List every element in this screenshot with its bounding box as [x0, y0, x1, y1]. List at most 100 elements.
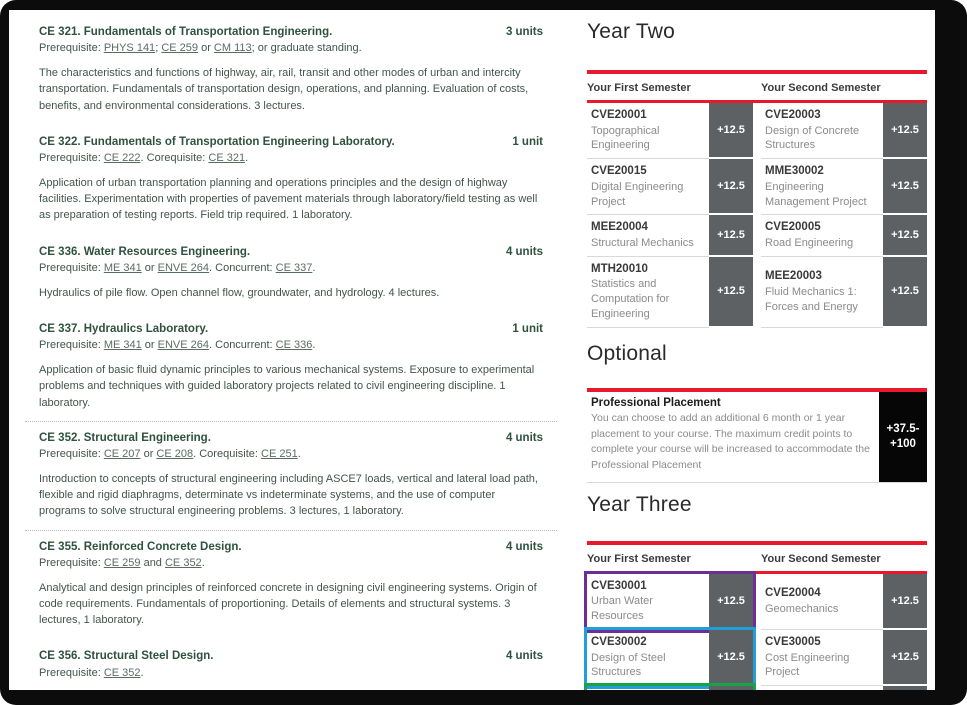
course-cell: CVE30001 Urban Water Resources — [587, 574, 709, 631]
course-cell: MME30002 Engineering Management Project — [761, 159, 883, 216]
table-row: CVE30003 Transport Engineering +12.5 MME… — [584, 683, 927, 690]
table-row: CVE20015 Digital Engineering Project +12… — [587, 159, 927, 216]
prereq-text: or — [140, 447, 157, 460]
course-link[interactable]: CE 352 — [164, 556, 202, 569]
course-block-ce352: CE 352. Structural Engineering. 4 units … — [25, 424, 557, 531]
credit-badge: +12.5 — [883, 103, 927, 160]
page-content: CE 321. Fundamentals of Transportation E… — [9, 10, 935, 690]
year-three-table: Your First Semester Your Second Semester… — [584, 540, 927, 690]
course-cell: CVE20015 Digital Engineering Project — [587, 159, 709, 216]
prereq-text: . — [140, 666, 144, 679]
placement-description: You can choose to add an additional 6 mo… — [591, 411, 870, 472]
course-title: CE 356. Structural Steel Design. — [39, 650, 214, 663]
credit-badge: +12.5 — [709, 573, 753, 631]
course-name: Urban Water Resources — [591, 595, 653, 623]
course-code: CVE30005 — [765, 636, 821, 649]
course-cell: CVE20001 Topographical Engineering — [587, 103, 709, 160]
course-code: MEE20003 — [765, 270, 822, 283]
course-link[interactable]: CE 352 — [103, 666, 141, 679]
credit-badge: +12.5 — [709, 103, 753, 160]
course-units: 4 units — [505, 245, 543, 258]
course-units: 4 units — [505, 540, 543, 553]
prereq-text: . Concurrent: — [209, 339, 276, 352]
course-cell: CVE20005 Road Engineering — [761, 215, 883, 257]
course-link[interactable]: CE 251 — [261, 447, 298, 460]
course-link[interactable]: CE 222 — [103, 151, 141, 164]
course-block-ce355: CE 355. Reinforced Concrete Design. 4 un… — [25, 533, 557, 639]
prereq-text: . — [297, 447, 301, 460]
course-units: 3 units — [505, 26, 543, 38]
course-cell: CVE20004 Geomechanics — [761, 574, 883, 631]
course-prerequisite: Prerequisite: CE 259 and CE 352. — [39, 556, 543, 572]
course-link[interactable]: PHYS 141 — [103, 42, 156, 55]
course-link[interactable]: CM 113 — [213, 42, 252, 55]
prereq-text: Prerequisite: — [39, 151, 104, 164]
course-cell: CVE20003 Design of Concrete Structures — [761, 103, 883, 160]
placement-credit-badge: +37.5- +100 — [879, 391, 927, 482]
course-link[interactable]: CE 337 — [275, 261, 313, 274]
course-prerequisite: Prerequisite: CE 352. — [39, 666, 543, 682]
course-name: Statistics and Computation for Engineeri… — [591, 278, 670, 320]
prereq-text: ; — [155, 42, 162, 55]
second-semester-header: Your Second Semester — [761, 82, 881, 94]
course-description: Hydraulics of pile flow. Open channel fl… — [39, 286, 440, 299]
course-name: Design of Concrete Structures — [765, 124, 860, 152]
prereq-text: . — [201, 556, 205, 569]
credit-range-line2: +100 — [890, 437, 916, 450]
prereq-text: . — [312, 261, 316, 274]
credit-badge: +12.5 — [709, 159, 753, 216]
prereq-text: . Corequisite: — [140, 151, 209, 164]
course-link[interactable]: CE 321 — [208, 151, 246, 164]
course-catalog-panel: CE 321. Fundamentals of Transportation E… — [25, 16, 557, 690]
course-link[interactable]: ME 341 — [103, 261, 142, 274]
course-name: Cost Engineering Project — [765, 651, 850, 679]
course-link[interactable]: ENVE 264 — [157, 339, 210, 352]
course-cell: MEE20004 Structural Mechanics — [587, 215, 709, 257]
optional-table: Professional Placement You can choose to… — [587, 387, 927, 483]
course-cell: CVE30003 Transport Engineering — [587, 686, 709, 690]
course-title: CE 352. Structural Engineering. — [39, 431, 211, 444]
prereq-text: Prerequisite: — [39, 42, 104, 55]
course-description: The characteristics and functions of hig… — [39, 67, 529, 112]
course-block-ce356: CE 356. Structural Steel Design. 4 units… — [25, 640, 557, 690]
placement-title: Professional Placement — [591, 396, 721, 409]
course-title: CE 337. Hydraulics Laboratory. — [39, 322, 209, 335]
credit-badge: +12.5 — [709, 215, 753, 257]
course-code: CVE20003 — [765, 109, 821, 121]
prereq-text: Prerequisite: — [39, 447, 104, 460]
credit-badge: +12.5 — [709, 630, 753, 687]
course-link[interactable]: ME 341 — [103, 339, 142, 352]
course-units: 4 units — [505, 650, 543, 663]
course-title: CE 321. Fundamentals of Transportation E… — [39, 26, 333, 38]
table-row: CVE30002 Design of Steel Structures +12.… — [584, 627, 927, 690]
course-link[interactable]: CE 336 — [275, 339, 313, 352]
prereq-text: Prerequisite: — [39, 666, 104, 679]
course-link[interactable]: CE 259 — [161, 42, 199, 55]
course-link[interactable]: CE 208 — [156, 447, 194, 460]
table-row: CVE20001 Topographical Engineering +12.5… — [587, 103, 927, 160]
course-name: Design of Steel Structures — [591, 651, 666, 679]
prereq-text: . — [245, 151, 249, 164]
prereq-text: ; or graduate standing. — [251, 42, 362, 55]
prereq-text: and — [140, 556, 165, 569]
red-divider — [587, 540, 927, 545]
course-code: CVE20001 — [591, 109, 647, 121]
course-block-ce321: CE 321. Fundamentals of Transportation E… — [25, 16, 557, 126]
course-block-ce322: CE 322. Fundamentals of Transportation E… — [25, 128, 557, 234]
course-link[interactable]: CE 207 — [103, 447, 141, 460]
credit-badge: +12.5 — [709, 686, 753, 690]
course-cell: MEE20003 Fluid Mechanics 1: Forces and E… — [761, 257, 883, 328]
course-link[interactable]: CE 259 — [103, 556, 141, 569]
course-prerequisite: Prerequisite: ME 341 or ENVE 264. Concur… — [39, 261, 543, 277]
second-semester-header: Your Second Semester — [761, 552, 881, 565]
course-code: CVE20005 — [765, 221, 821, 234]
course-code: MTH20010 — [591, 262, 648, 275]
red-divider — [587, 100, 927, 103]
course-block-ce336: CE 336. Water Resources Engineering. 4 u… — [25, 236, 557, 313]
course-link[interactable]: ENVE 264 — [157, 261, 210, 274]
course-code: CVE30001 — [591, 579, 647, 592]
course-code: CVE30002 — [591, 636, 647, 649]
prereq-text: or — [198, 42, 214, 55]
prereq-text: . Concurrent: — [209, 261, 276, 274]
